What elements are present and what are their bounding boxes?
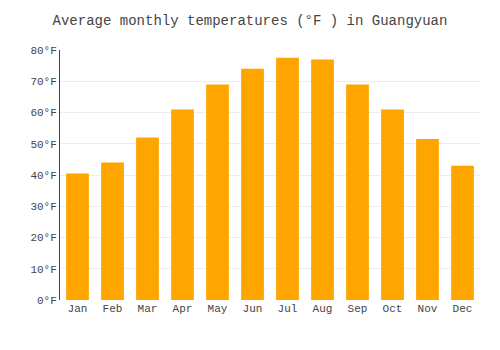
svg-text:60°F: 60°F xyxy=(30,107,56,119)
svg-text:Sep: Sep xyxy=(348,303,368,315)
svg-text:0°F: 0°F xyxy=(37,295,57,307)
svg-text:50°F: 50°F xyxy=(30,139,56,151)
svg-text:40°F: 40°F xyxy=(30,170,56,182)
svg-text:Aug: Aug xyxy=(313,303,333,315)
svg-text:Jun: Jun xyxy=(243,303,263,315)
svg-text:May: May xyxy=(208,303,228,315)
svg-text:Feb: Feb xyxy=(103,303,123,315)
svg-text:Dec: Dec xyxy=(453,303,473,315)
svg-text:80°F: 80°F xyxy=(30,45,56,57)
svg-text:70°F: 70°F xyxy=(30,76,56,88)
svg-text:10°F: 10°F xyxy=(30,264,56,276)
svg-text:Jan: Jan xyxy=(68,303,88,315)
svg-text:Apr: Apr xyxy=(173,303,193,315)
svg-text:30°F: 30°F xyxy=(30,201,56,213)
svg-text:20°F: 20°F xyxy=(30,232,56,244)
svg-text:Nov: Nov xyxy=(418,303,438,315)
svg-text:Jul: Jul xyxy=(278,303,298,315)
svg-text:Average monthly temperatures (: Average monthly temperatures (°F ) in Gu… xyxy=(53,13,448,29)
svg-text:Oct: Oct xyxy=(383,303,403,315)
svg-text:Mar: Mar xyxy=(138,303,158,315)
